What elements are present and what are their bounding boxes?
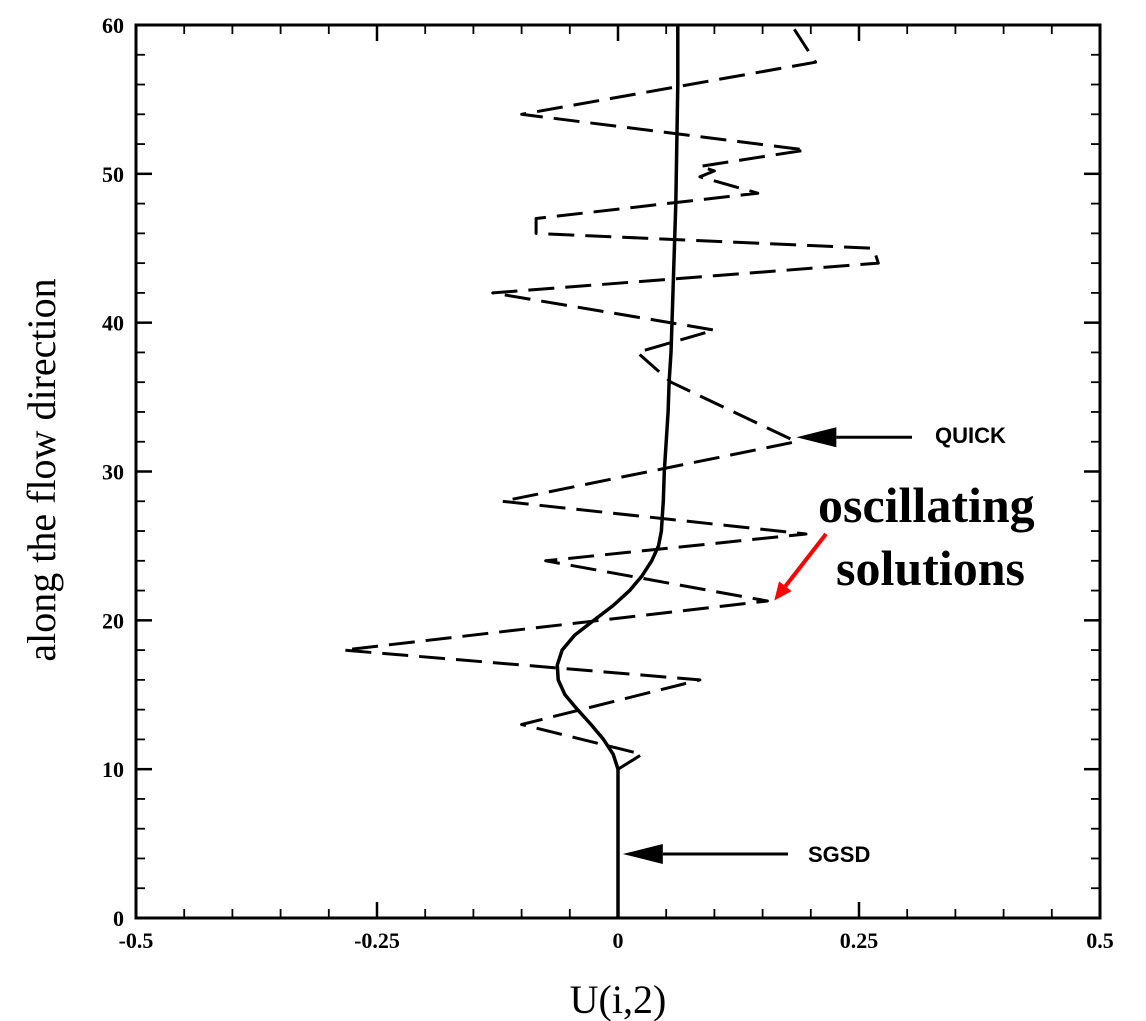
oscillating-arrow-line <box>783 532 828 588</box>
y-tick-label: 0 <box>113 906 124 931</box>
oscillating-arrow-head <box>774 581 792 601</box>
y-axis-title: along the flow direction <box>19 278 64 661</box>
plot-frame <box>134 23 1102 920</box>
oscillating-label-line-1: oscillating <box>818 477 1035 533</box>
x-tick-label: -0.5 <box>119 928 154 953</box>
sgsd-arrow-head <box>622 844 663 865</box>
y-tick-label: 10 <box>102 757 124 782</box>
y-tick-label: 40 <box>102 311 124 336</box>
x-tick-label: 0 <box>613 928 624 953</box>
axis-tick-labels: 0 10 20 30 40 50 60 -0.5 -0.25 0 0.25 0.5 <box>102 13 1114 953</box>
y-tick-label: 60 <box>102 13 124 38</box>
quick-label: QUICK <box>935 423 1006 448</box>
series-layer <box>341 24 880 918</box>
y-tick-label: 20 <box>102 608 124 633</box>
y-tick-label: 50 <box>102 162 124 187</box>
x-tick-label: 0.5 <box>1086 928 1114 953</box>
x-tick-label: 0.25 <box>840 928 879 953</box>
sgsd-annotation: SGSD <box>622 842 870 867</box>
x-axis-title: U(i,2) <box>570 977 667 1021</box>
y-tick-label: 30 <box>102 460 124 485</box>
x-tick-label: -0.25 <box>354 928 400 953</box>
oscillating-label-line-2: solutions <box>836 540 1025 596</box>
sgsd-label: SGSD <box>808 842 870 867</box>
quick-arrow-head <box>796 427 837 448</box>
series-line-quick <box>341 24 880 771</box>
quick-annotation: QUICK <box>796 423 1006 448</box>
oscillating-annotation: oscillating solutions <box>774 477 1035 601</box>
